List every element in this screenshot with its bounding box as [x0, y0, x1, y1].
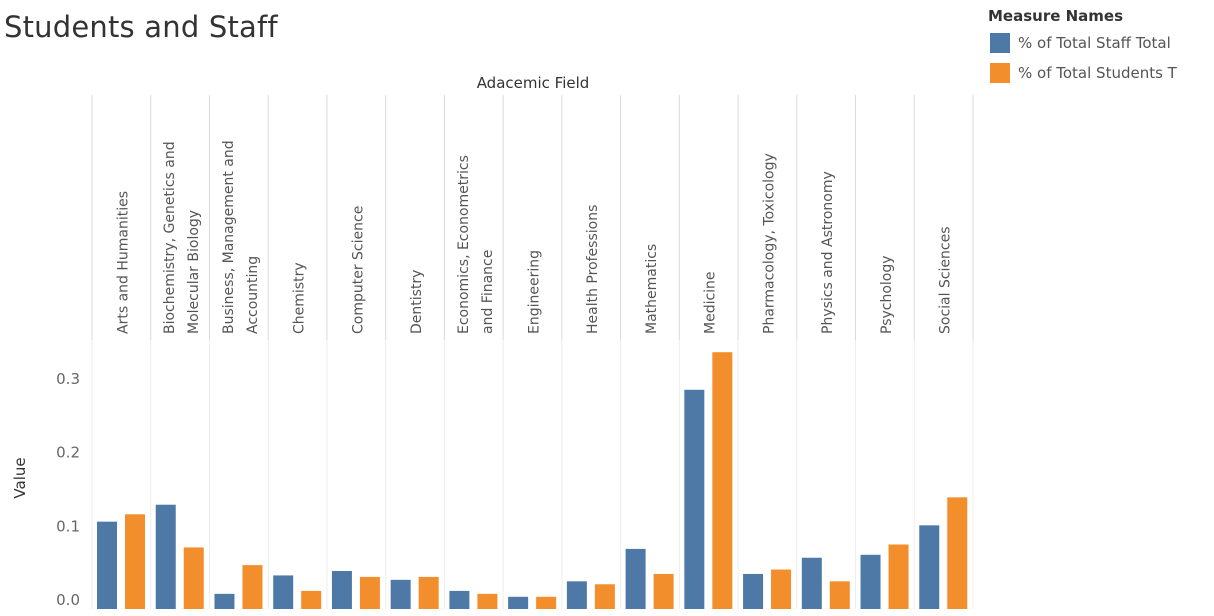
- legend-swatch-students: [990, 63, 1010, 83]
- bars: [97, 352, 968, 609]
- bar-staff[interactable]: [625, 548, 646, 609]
- bar-students[interactable]: [418, 576, 439, 609]
- category-header: Economics, Econometrics and Finance: [456, 155, 496, 334]
- category-label: Physics and Astronomy: [820, 171, 836, 334]
- legend-swatch-staff: [990, 33, 1010, 53]
- legend-title: Measure Names: [988, 7, 1124, 25]
- category-header: Business, Management and Accounting: [221, 140, 261, 334]
- category-header: Biochemistry, Genetics and Molecular Biol…: [162, 141, 202, 334]
- bar-students[interactable]: [888, 544, 909, 609]
- chart-title: Students and Staff: [4, 10, 278, 44]
- category-header: Mathematics: [644, 244, 660, 334]
- y-tick-label: 0.1: [56, 517, 80, 535]
- bar-students[interactable]: [183, 547, 204, 609]
- bar-students[interactable]: [594, 584, 615, 609]
- category-label: and Finance: [480, 250, 496, 334]
- bar-staff[interactable]: [390, 579, 411, 609]
- bar-staff[interactable]: [919, 525, 940, 609]
- legend-label-students: % of Total Students T: [1018, 64, 1177, 82]
- category-label: Biochemistry, Genetics and: [162, 141, 178, 334]
- category-label: Psychology: [879, 255, 895, 334]
- bar-staff[interactable]: [214, 593, 235, 609]
- bar-students[interactable]: [242, 565, 263, 609]
- category-label: Pharmacology, Toxicology: [761, 153, 777, 334]
- category-label: Health Professions: [585, 205, 601, 334]
- category-header: Dentistry: [409, 270, 425, 334]
- bar-students[interactable]: [712, 352, 733, 609]
- legend: Measure Names % of Total Staff Total % o…: [988, 6, 1214, 92]
- category-label: Dentistry: [409, 270, 425, 334]
- y-tick-label: 0.0: [56, 591, 80, 609]
- legend-item-students[interactable]: % of Total Students T: [988, 56, 1214, 86]
- category-label: Molecular Biology: [186, 210, 202, 334]
- bar-students[interactable]: [536, 596, 557, 609]
- category-label: Social Sciences: [938, 226, 954, 334]
- bar-staff[interactable]: [508, 596, 529, 609]
- category-header: Pharmacology, Toxicology: [761, 153, 777, 334]
- bar-chart: Adacemic Field Value Arts and Humanities…: [11, 74, 974, 609]
- bar-students[interactable]: [301, 590, 322, 609]
- y-axis-ticks: 0.0 0.1 0.2 0.3: [56, 370, 80, 609]
- category-label: Chemistry: [292, 262, 308, 334]
- category-label: Computer Science: [350, 206, 366, 334]
- category-label: Business, Management and: [221, 140, 237, 334]
- category-headers: Arts and Humanities Biochemistry, Genetic…: [115, 140, 953, 334]
- category-label: Economics, Econometrics: [456, 155, 472, 334]
- y-tick-label: 0.2: [56, 444, 80, 462]
- category-label: Engineering: [527, 250, 543, 334]
- bar-students[interactable]: [359, 576, 380, 609]
- bar-students[interactable]: [947, 497, 968, 609]
- bar-staff[interactable]: [331, 571, 352, 609]
- bar-staff[interactable]: [566, 581, 587, 609]
- panel-dividers: [91, 95, 974, 609]
- bar-students[interactable]: [125, 514, 145, 609]
- category-header: Computer Science: [350, 206, 366, 334]
- category-label: Mathematics: [644, 244, 660, 334]
- column-header: Adacemic Field: [477, 74, 590, 92]
- bar-students[interactable]: [771, 569, 792, 609]
- bar-staff[interactable]: [860, 554, 881, 609]
- bar-staff[interactable]: [449, 590, 470, 609]
- legend-item-staff[interactable]: % of Total Staff Total: [988, 26, 1214, 56]
- category-header: Physics and Astronomy: [820, 171, 836, 334]
- bar-students[interactable]: [829, 581, 850, 609]
- y-tick-label: 0.3: [56, 370, 80, 388]
- bar-staff[interactable]: [684, 389, 705, 609]
- bar-staff[interactable]: [801, 557, 822, 609]
- category-header: Psychology: [879, 255, 895, 334]
- bar-staff[interactable]: [155, 504, 176, 609]
- bar-students[interactable]: [653, 573, 674, 609]
- bar-staff[interactable]: [273, 575, 294, 609]
- y-axis-label: Value: [11, 457, 29, 498]
- category-label: Arts and Humanities: [115, 191, 131, 334]
- bar-students[interactable]: [477, 593, 498, 609]
- bar-staff[interactable]: [743, 573, 764, 609]
- category-label: Medicine: [703, 271, 719, 334]
- category-header: Social Sciences: [938, 226, 954, 334]
- bar-staff[interactable]: [97, 521, 117, 609]
- category-header: Arts and Humanities: [115, 191, 131, 334]
- legend-label-staff: % of Total Staff Total: [1018, 34, 1171, 52]
- category-header: Engineering: [527, 250, 543, 334]
- category-header: Chemistry: [292, 262, 308, 334]
- category-header: Health Professions: [585, 205, 601, 334]
- category-header: Medicine: [703, 271, 719, 334]
- category-label: Accounting: [245, 256, 261, 334]
